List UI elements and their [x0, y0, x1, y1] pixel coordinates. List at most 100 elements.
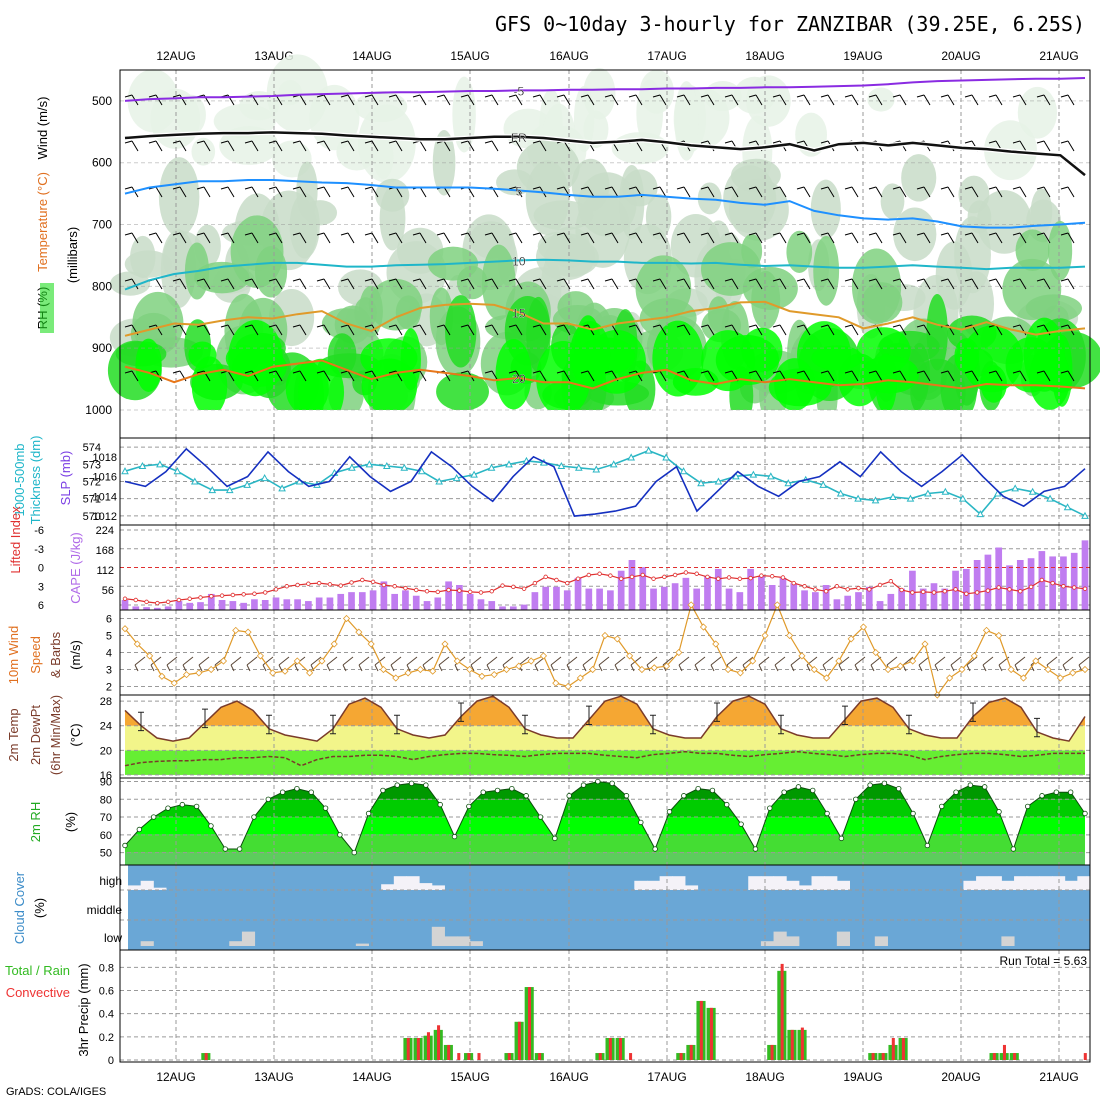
- wind-speed-point: [958, 665, 966, 674]
- rh-point: [953, 789, 959, 795]
- date-label: 16AUG: [549, 49, 588, 63]
- precip-convective-bar: [699, 1000, 703, 1060]
- rh-point: [408, 780, 415, 787]
- cloud-high-bar: [1001, 880, 1015, 890]
- wind-barb: [364, 232, 379, 244]
- wind-speed-point: [650, 664, 658, 672]
- date-label: 19AUG: [843, 1070, 882, 1084]
- wind-barb: [262, 656, 274, 672]
- thickness-point: [697, 479, 705, 487]
- cape-bar: [811, 592, 819, 610]
- isotherm-line: [124, 77, 1086, 102]
- thickness-point: [138, 461, 147, 470]
- wind-speed-point: [170, 679, 178, 687]
- precip-convective-bar: [517, 1021, 521, 1060]
- wind-barb: [988, 186, 1003, 198]
- wind-speed-point: [970, 652, 978, 660]
- wind-barb: [532, 278, 547, 290]
- wind-barb: [436, 94, 451, 106]
- wind-barb: [820, 94, 835, 106]
- rh-point: [337, 832, 343, 838]
- wind-speed-point: [847, 635, 855, 643]
- wind-speed-point: [429, 667, 437, 675]
- rh-point: [523, 793, 529, 799]
- rh-blob: [373, 134, 394, 180]
- cape-bar: [477, 599, 485, 610]
- wind-speed-point: [453, 657, 461, 665]
- thickness-point: [592, 465, 601, 473]
- li-point: [198, 595, 203, 600]
- cape-bar: [445, 581, 452, 610]
- wind-barb: [582, 656, 594, 672]
- cape-bar: [898, 588, 905, 610]
- cloud-low-bar: [469, 941, 483, 946]
- temp-tick: 28: [100, 696, 112, 708]
- thickness-point: [156, 460, 164, 468]
- wind-barb: [844, 186, 859, 198]
- cloud-high-bar: [406, 876, 420, 890]
- wind-barb: [412, 94, 427, 106]
- cape-bar: [779, 577, 787, 610]
- cloud-low-bar: [773, 931, 787, 946]
- rh-point: [967, 782, 974, 788]
- wind-barb: [316, 232, 331, 244]
- cloud-high-bar: [128, 885, 142, 890]
- precip-convective-bar: [790, 1029, 794, 1060]
- rh-point: [681, 793, 687, 799]
- cloud-high-bar: [798, 885, 813, 890]
- wind-speed-point: [712, 640, 720, 648]
- wind-barb: [340, 186, 355, 198]
- wind-barb: [604, 94, 619, 106]
- thickness-point: [225, 486, 234, 494]
- wind-speed-point: [306, 669, 314, 677]
- wind-barb: [340, 370, 355, 382]
- isotherm-label: FR: [511, 131, 527, 145]
- rh-point: [767, 805, 773, 811]
- wind-speed-point: [244, 628, 252, 636]
- wind-barb: [556, 370, 571, 382]
- wind-barb: [268, 186, 283, 198]
- wind-speed-point: [293, 657, 301, 665]
- li-tick: -3: [34, 544, 44, 556]
- wind-barb: [772, 186, 787, 198]
- wind-barb: [316, 186, 331, 198]
- rh-blob: [175, 94, 206, 136]
- wind-speed-point: [859, 623, 868, 631]
- li-point: [554, 577, 559, 583]
- wind-speed-point: [355, 628, 363, 636]
- cape-axis-label: CAPE (J/kg): [68, 532, 83, 604]
- isotherm-label: 10: [512, 254, 526, 268]
- wind-barb: [988, 94, 1003, 106]
- thickness-point: [1011, 484, 1020, 492]
- li-point: [672, 572, 678, 578]
- precip-convective-bar: [467, 1053, 471, 1060]
- wind-barb: [868, 278, 883, 290]
- precip-convective-bar: [447, 1044, 451, 1060]
- cloud-high-bar: [1039, 876, 1053, 890]
- rh-point: [122, 842, 128, 849]
- rh-blob: [298, 358, 345, 426]
- wind-speed-point: [921, 640, 929, 648]
- wind-speed-point: [478, 672, 486, 680]
- rh-point: [1082, 810, 1088, 817]
- temp-unit-label: (°C): [68, 723, 83, 746]
- wind-barb: [172, 94, 187, 106]
- li-point: [931, 590, 937, 595]
- rh-point: [1039, 793, 1045, 799]
- li-point: [478, 590, 484, 595]
- wind-speed-point: [946, 674, 954, 682]
- wind-barb: [916, 94, 931, 106]
- pressure-tick: 900: [92, 341, 112, 355]
- li-point: [489, 589, 494, 594]
- wind-barb: [652, 94, 667, 106]
- rh-blob: [191, 137, 216, 166]
- wind-speed-point: [576, 674, 584, 682]
- thickness-point: [208, 486, 217, 494]
- wind-barb: [364, 278, 379, 290]
- wind-barb: [934, 656, 946, 672]
- rh-point: [423, 782, 429, 788]
- precip-convective-bar: [770, 1044, 774, 1060]
- rh-point: [881, 780, 888, 787]
- wind-barb: [412, 278, 427, 290]
- wind-barb: [364, 324, 379, 336]
